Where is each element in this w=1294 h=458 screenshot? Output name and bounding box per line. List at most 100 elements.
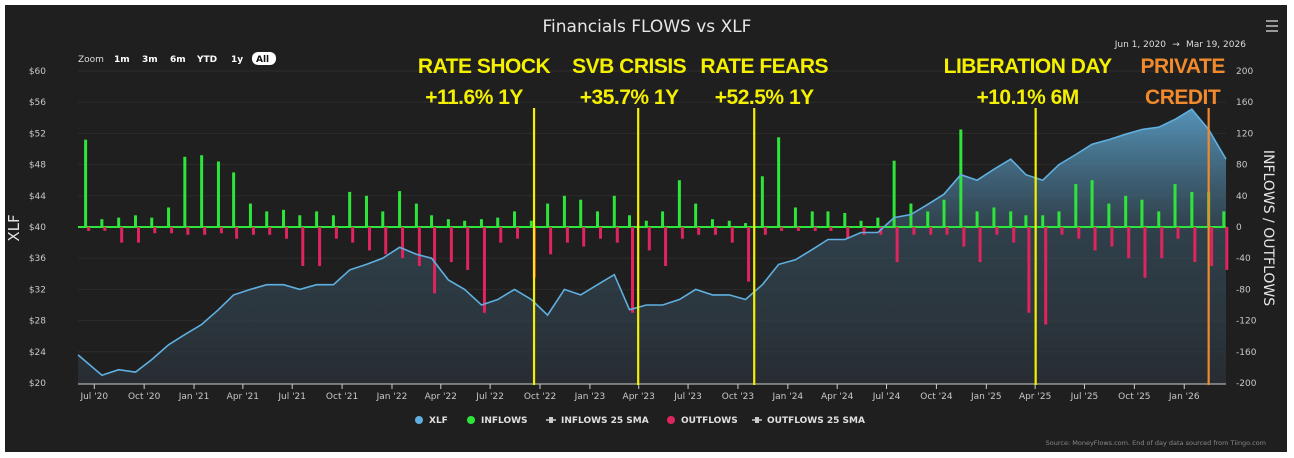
outflow-bar — [978, 227, 982, 263]
inflow-bar — [859, 220, 863, 227]
y2-tick-label: 160 — [1236, 98, 1253, 108]
inflow-bar — [843, 212, 847, 227]
date-range: Jun 1, 2020 → Mar 19, 2026 — [1114, 40, 1246, 50]
outflow-bar — [433, 227, 437, 294]
zoom-button-6m[interactable]: 6m — [170, 55, 186, 65]
inflow-bar — [430, 215, 434, 227]
legend-item-inflows[interactable]: INFLOWS — [467, 416, 528, 426]
annotation-title: PRIVATE — [1140, 55, 1225, 78]
zoom-active-bg — [252, 52, 276, 65]
y-tick-label: $40 — [29, 223, 46, 233]
x-tick-label: Oct '23 — [722, 392, 754, 402]
y-tick-label: $36 — [29, 254, 46, 264]
inflow-bar — [1090, 180, 1094, 227]
inflow-bar — [200, 155, 204, 227]
annotation-subtitle: +10.1% 6M — [976, 86, 1078, 109]
outflow-bar — [1160, 227, 1164, 259]
outflow-bar — [499, 227, 503, 243]
y-tick-label: $32 — [29, 285, 46, 295]
y-axis-title: XLF — [5, 214, 23, 241]
legend-item-inflows-25-sma[interactable]: INFLOWS 25 SMA — [546, 416, 649, 426]
outflow-bar — [334, 227, 338, 239]
legend-label: INFLOWS — [481, 416, 528, 426]
outflow-bar — [482, 227, 486, 313]
legend-dot-symbol — [415, 416, 423, 424]
x-tick-label: Apr '25 — [1019, 392, 1051, 402]
legend-item-outflows[interactable]: OUTFLOWS — [667, 416, 738, 426]
outflow-bar — [829, 227, 833, 231]
range-from[interactable]: Jun 1, 2020 — [1114, 40, 1167, 50]
inflow-bar — [926, 211, 930, 227]
outflow-bar — [251, 227, 255, 235]
inflow-bar — [381, 211, 385, 227]
outflow-bar — [103, 227, 107, 231]
y2-tick-label: 0 — [1236, 223, 1242, 233]
legend-item-xlf[interactable]: XLF — [415, 416, 448, 426]
inflow-bar — [1173, 184, 1177, 227]
x-tick-label: Jul '20 — [79, 392, 108, 402]
annotation-title: RATE FEARS — [700, 55, 828, 78]
zoom-button-ytd[interactable]: YTD — [196, 55, 217, 65]
inflow-bar — [463, 220, 467, 227]
x-tick-label: Jan '21 — [178, 392, 210, 402]
inflow-bar — [1124, 195, 1128, 227]
y-tick-label: $56 — [29, 98, 46, 108]
x-tick-label: Oct '20 — [128, 392, 161, 402]
legend-item-outflows-25-sma[interactable]: OUTFLOWS 25 SMA — [752, 416, 865, 426]
inflow-bar — [248, 203, 252, 227]
outflow-bar — [879, 227, 883, 235]
inflow-bar — [513, 211, 517, 227]
chart-title: Financials FLOWS vs XLF — [543, 17, 752, 37]
menu-icon[interactable] — [1266, 20, 1278, 32]
zoom-button-label[interactable]: YTD — [196, 55, 217, 65]
zoom-button-label[interactable]: All — [256, 55, 269, 65]
outflow-bar — [219, 227, 223, 234]
zoom-button-label[interactable]: 1m — [114, 55, 130, 65]
zoom-button-label[interactable]: 1y — [231, 55, 243, 65]
legend-dot-symbol — [667, 416, 675, 424]
annotation-subtitle: +11.6% 1Y — [425, 86, 523, 109]
outflow-bar — [813, 227, 817, 231]
y2-tick-label: -40 — [1236, 254, 1251, 264]
outflow-bar — [120, 227, 124, 243]
y-tick-label: $48 — [29, 161, 46, 171]
x-tick-label: Jul '23 — [673, 392, 702, 402]
x-tick-label: Jul '24 — [872, 392, 901, 402]
y-tick-label: $20 — [29, 379, 46, 389]
outflow-bar — [846, 227, 850, 239]
outflow-bar — [186, 227, 190, 235]
inflow-bar — [1107, 203, 1111, 227]
zoom-button-1y[interactable]: 1y — [231, 55, 243, 65]
inflow-bar — [959, 129, 963, 227]
outflow-bar — [995, 227, 999, 235]
inflow-bar — [810, 211, 814, 227]
inflow-bar — [298, 215, 302, 227]
annotation-title: RATE SHOCK — [418, 55, 551, 78]
outflow-bar — [680, 227, 684, 239]
inflow-bar — [627, 215, 631, 227]
outflow-bar — [401, 227, 405, 259]
outflow-bar — [136, 227, 140, 243]
outflow-bar — [1012, 227, 1016, 243]
range-to[interactable]: Mar 19, 2026 — [1186, 40, 1246, 50]
inflow-bar — [1041, 215, 1045, 227]
zoom-button-3m[interactable]: 3m — [142, 55, 158, 65]
outflow-bar — [1176, 227, 1180, 239]
outflow-bar — [630, 227, 634, 313]
zoom-button-1m[interactable]: 1m — [114, 55, 130, 65]
x-tick-label: Jul '25 — [1070, 392, 1099, 402]
outflow-bar — [747, 227, 751, 282]
outflow-bar — [763, 227, 767, 235]
range-arrow: → — [1172, 40, 1180, 50]
inflow-bar — [612, 195, 616, 227]
legend-label: OUTFLOWS 25 SMA — [767, 416, 865, 426]
zoom-button-all[interactable]: All — [252, 52, 276, 65]
inflow-bar — [596, 211, 600, 227]
x-tick-label: Jan '23 — [574, 392, 606, 402]
zoom-button-label[interactable]: 3m — [142, 55, 158, 65]
zoom-button-label[interactable]: 6m — [170, 55, 186, 65]
outflow-bar — [153, 227, 157, 234]
x-tick-label: Oct '24 — [920, 392, 953, 402]
outflow-bar — [1027, 227, 1031, 313]
inflow-bar — [777, 137, 781, 227]
